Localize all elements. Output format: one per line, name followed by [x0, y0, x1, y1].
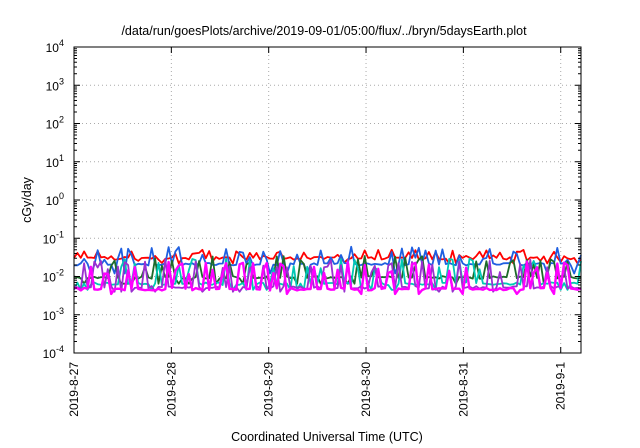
y-tick-label: 104	[46, 38, 64, 55]
y-axis: 10-4 10-3 10-2 10-1 100 101 102 103 104	[43, 38, 581, 361]
y-axis-label: cGy/day	[20, 176, 34, 223]
x-tick-label: 2019-8-27	[67, 362, 81, 417]
y-tick-label: 102	[46, 115, 64, 132]
y-tick-label: 10-2	[43, 268, 64, 285]
chart-title: /data/run/goesPlots/archive/2019-09-01/0…	[121, 24, 527, 38]
grid	[74, 47, 581, 353]
x-tick-label: 2019-8-28	[164, 362, 178, 417]
series-line	[73, 248, 582, 265]
series-line	[74, 245, 582, 275]
x-tick-label: 2019-8-31	[456, 362, 470, 417]
series-lines	[73, 245, 582, 296]
y-tick-label: 10-1	[43, 229, 64, 246]
x-tick-label: 2019-8-30	[359, 362, 373, 417]
y-tick-label: 10-3	[43, 306, 64, 323]
x-tick-label: 2019-8-29	[262, 362, 276, 417]
y-tick-label: 10-4	[43, 344, 64, 361]
series-line	[73, 258, 582, 293]
y-tick-label: 101	[46, 153, 64, 170]
x-tick-label: 2019-9-1	[554, 362, 568, 410]
y-tick-label: 103	[46, 76, 64, 93]
x-axis: 2019-8-27 2019-8-28 2019-8-29 2019-8-30 2019…	[67, 47, 568, 417]
series-line	[73, 260, 582, 296]
x-axis-label: Coordinated Universal Time (UTC)	[231, 430, 423, 444]
y-tick-label: 100	[46, 191, 64, 208]
series-line	[73, 255, 582, 285]
